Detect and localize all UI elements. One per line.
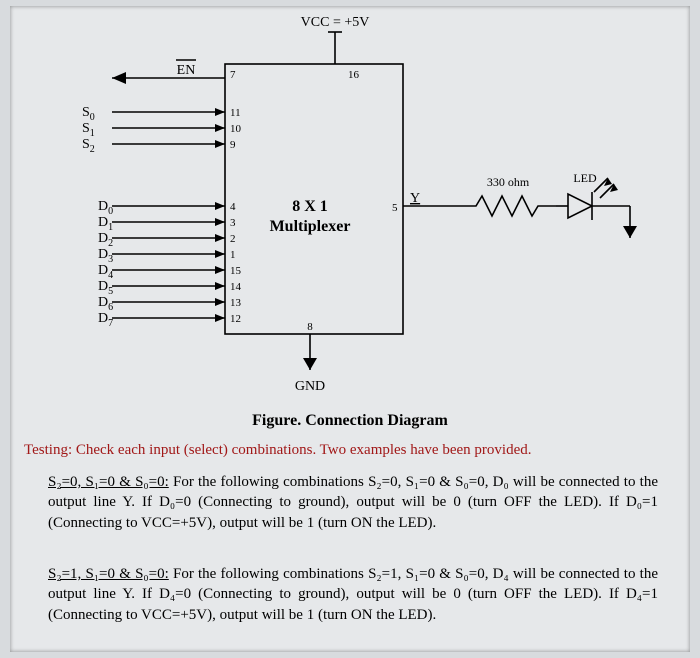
pin-9: 9 bbox=[230, 139, 236, 151]
testing-line: Testing: Check each input (select) combi… bbox=[24, 442, 676, 459]
en-label: EN bbox=[177, 63, 196, 78]
pin-3: 3 bbox=[230, 217, 236, 229]
gnd-label: GND bbox=[295, 379, 325, 394]
pin-8: 8 bbox=[307, 321, 313, 333]
circuit-svg: VCC = +5V 16 EN 7 S011S110S29 D04D13D22D… bbox=[10, 6, 690, 406]
vcc-label: VCC = +5V bbox=[301, 15, 370, 30]
page: VCC = +5V 16 EN 7 S011S110S29 D04D13D22D… bbox=[10, 6, 690, 652]
paragraph-2: S₂=1, S₁=0 & S₀=0: For the following com… bbox=[48, 564, 658, 625]
circuit-diagram: VCC = +5V 16 EN 7 S011S110S29 D04D13D22D… bbox=[10, 6, 690, 406]
pin-10: 10 bbox=[230, 123, 242, 135]
mux-title-1: 8 X 1 bbox=[292, 198, 328, 215]
data-7: D7 bbox=[98, 311, 113, 329]
pin-15: 15 bbox=[230, 265, 242, 277]
pin-13: 13 bbox=[230, 297, 242, 309]
pin-5: 5 bbox=[392, 202, 398, 214]
pin-12: 12 bbox=[230, 313, 241, 325]
pin-1: 1 bbox=[230, 249, 236, 261]
pin-7: 7 bbox=[230, 69, 236, 81]
para2-lead: S₂=1, S₁=0 & S₀=0: bbox=[48, 566, 169, 582]
output-y: Y bbox=[410, 191, 420, 206]
pin-16: 16 bbox=[348, 69, 360, 81]
select-2: S2 bbox=[82, 137, 95, 155]
resistor-label: 330 ohm bbox=[487, 175, 530, 189]
para1-lead: S₂=0, S₁=0 & S₀=0: bbox=[48, 474, 169, 490]
pin-4: 4 bbox=[230, 201, 236, 213]
mux-title-2: Multiplexer bbox=[270, 218, 351, 235]
pin-11: 11 bbox=[230, 107, 241, 119]
led-label: LED bbox=[573, 171, 597, 185]
pin-14: 14 bbox=[230, 281, 242, 293]
paragraph-1: S₂=0, S₁=0 & S₀=0: For the following com… bbox=[48, 472, 658, 533]
figure-caption: Figure. Connection Diagram bbox=[10, 412, 690, 430]
pin-2: 2 bbox=[230, 233, 236, 245]
